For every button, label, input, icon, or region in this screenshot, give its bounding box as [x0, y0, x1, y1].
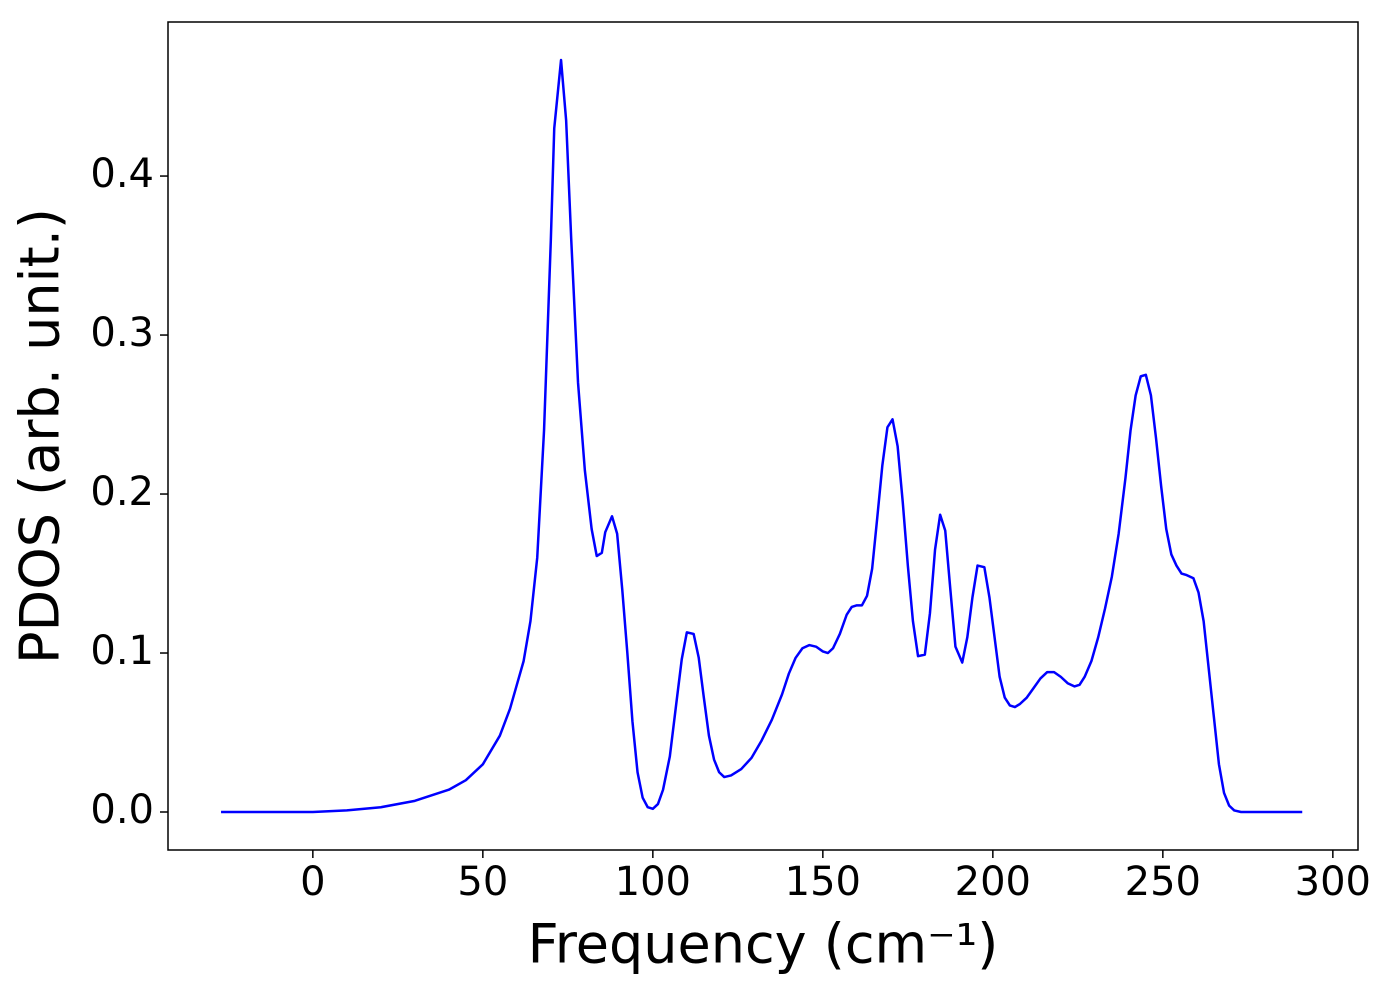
x-tick-label: 50	[457, 859, 508, 905]
y-axis-label: PDOS (arb. unit.)	[9, 208, 72, 664]
x-tick-label: 300	[1295, 859, 1371, 905]
y-tick-label: 0.0	[90, 787, 154, 833]
x-tick-label: 0	[300, 859, 325, 905]
x-tick-label: 200	[955, 859, 1031, 905]
y-tick-label: 0.2	[90, 469, 154, 515]
y-tick-label: 0.3	[90, 310, 154, 356]
x-tick-label: 150	[785, 859, 861, 905]
x-axis-label: Frequency (cm⁻¹)	[528, 913, 999, 976]
plot-frame	[167, 21, 1359, 851]
y-tick-label: 0.1	[90, 628, 154, 674]
x-tick-label: 250	[1125, 859, 1201, 905]
y-tick-label: 0.4	[90, 151, 154, 197]
x-tick-label: 100	[615, 859, 691, 905]
data-line	[221, 58, 1303, 814]
